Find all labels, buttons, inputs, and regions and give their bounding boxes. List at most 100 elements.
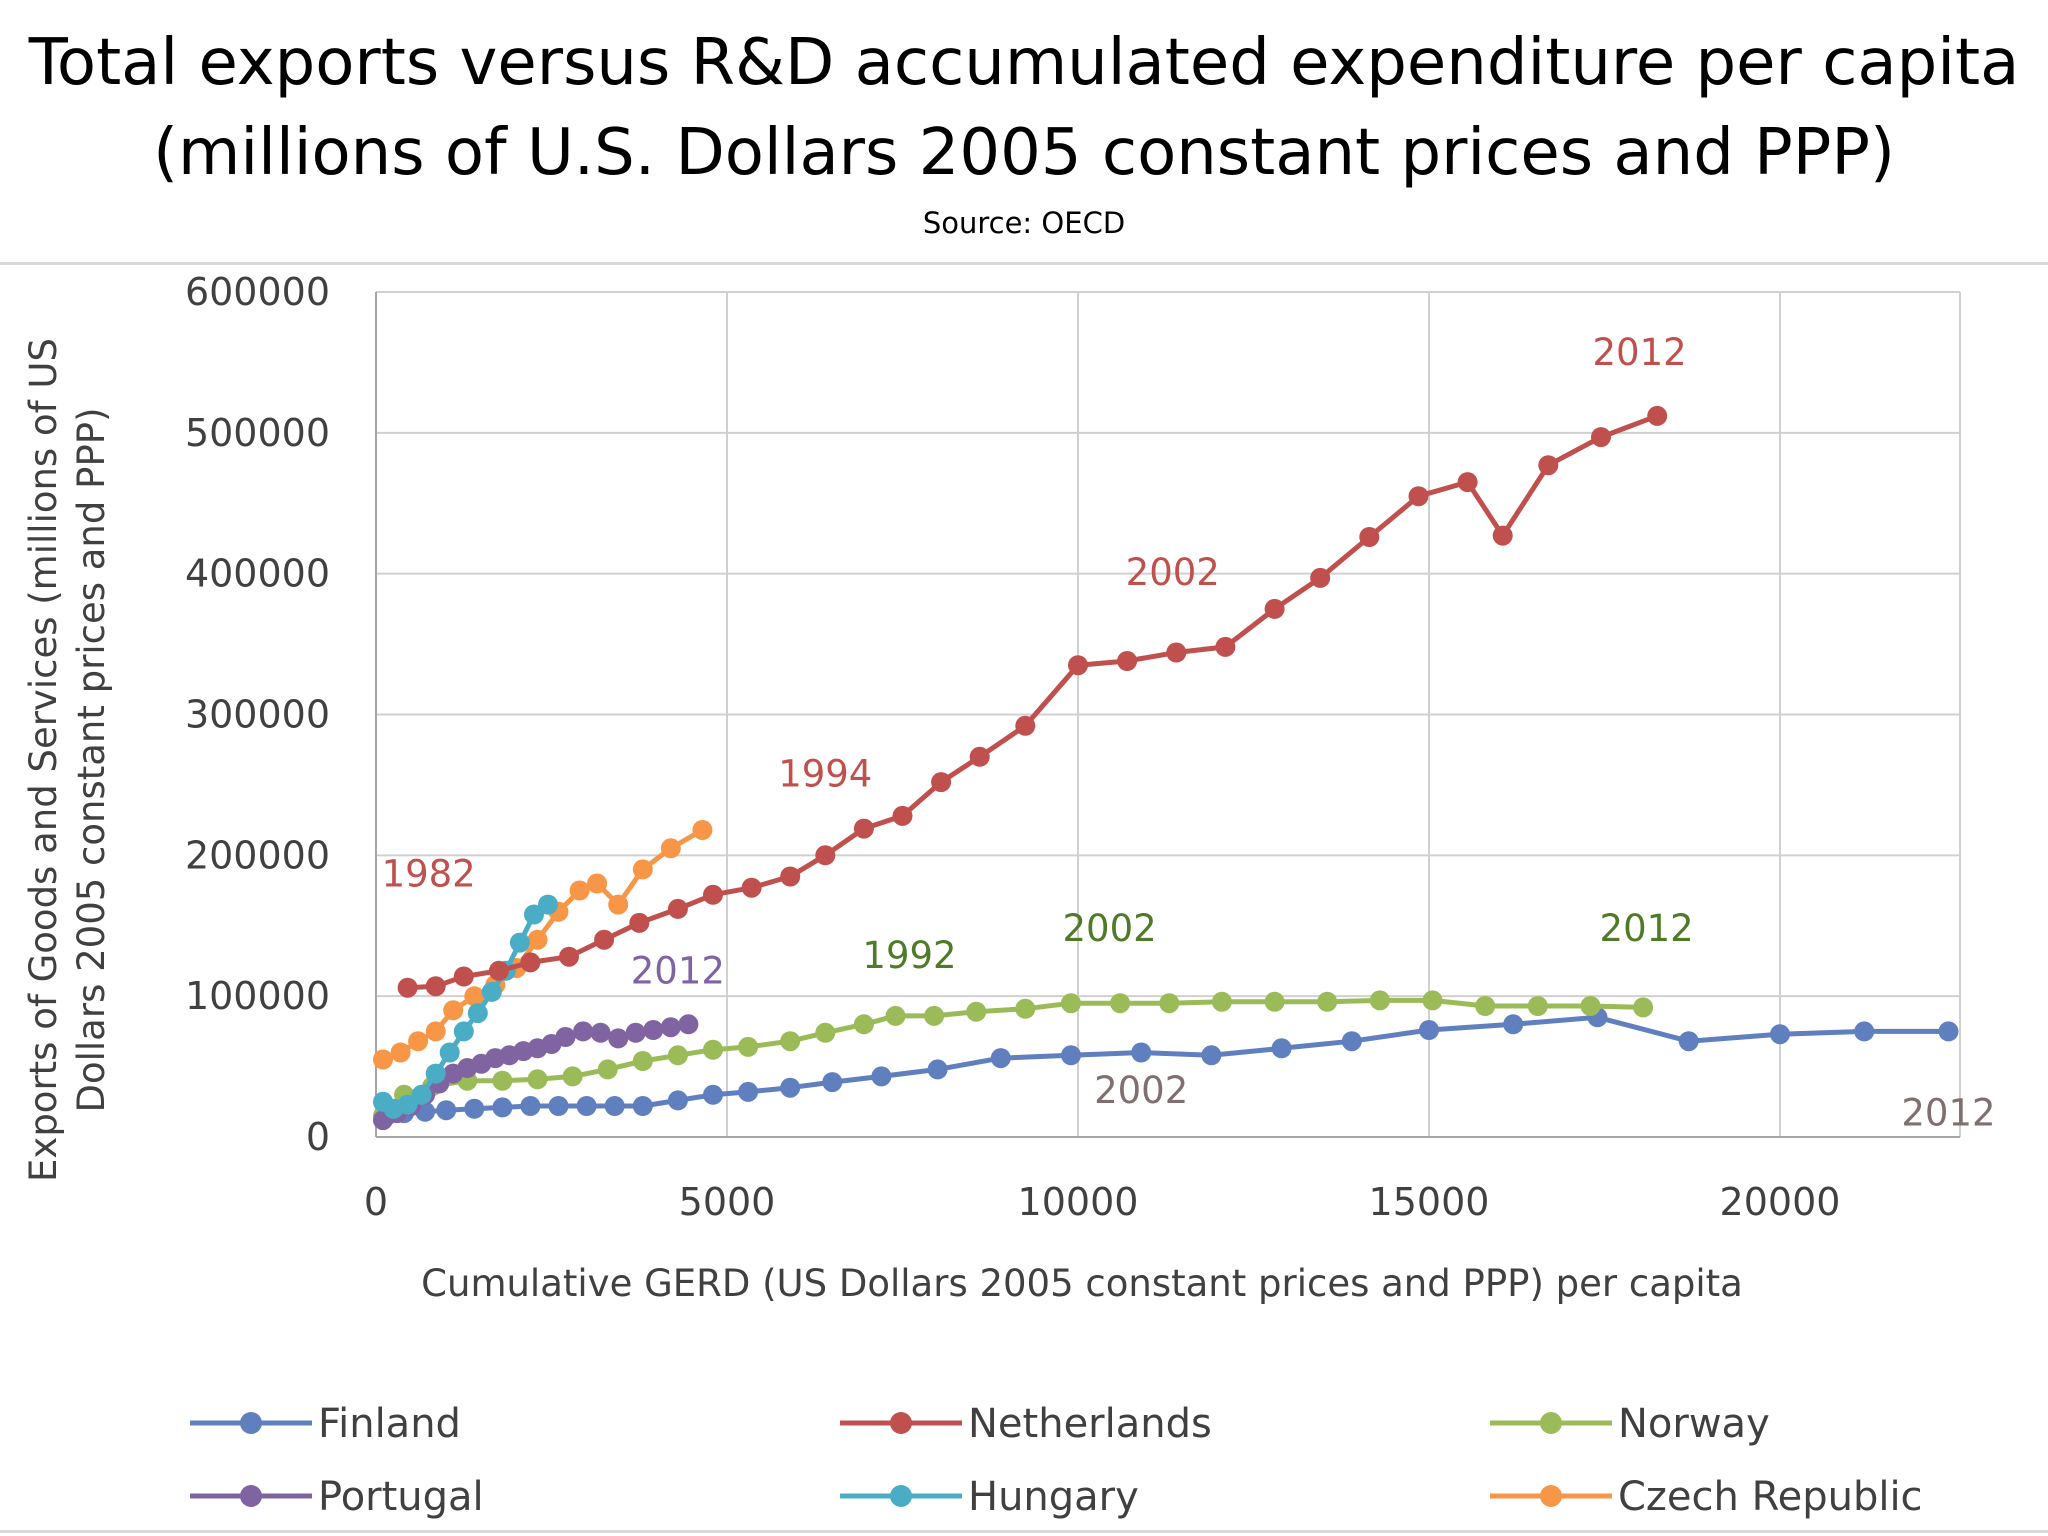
data-point-czech-republic xyxy=(632,859,653,880)
legend-label: Portugal xyxy=(318,1474,484,1520)
x-tick-label: 0 xyxy=(364,1180,388,1224)
data-point-portugal xyxy=(590,1022,611,1043)
y-tick-label: 300000 xyxy=(185,693,330,737)
data-point-netherlands xyxy=(559,946,579,967)
data-point-norway xyxy=(1527,996,1548,1016)
data-point-norway xyxy=(1015,998,1036,1019)
legend-swatch-marker xyxy=(240,1485,262,1507)
y-tick-label: 400000 xyxy=(185,552,330,596)
data-point-finland xyxy=(927,1059,948,1080)
data-point-netherlands xyxy=(1359,527,1380,547)
data-point-norway xyxy=(780,1031,801,1052)
data-point-netherlands xyxy=(892,805,913,826)
data-point-hungary xyxy=(538,894,558,915)
legend-swatch-marker xyxy=(890,1485,912,1507)
data-point-portugal xyxy=(678,1014,699,1035)
data-point-norway xyxy=(562,1066,583,1087)
data-point-norway xyxy=(885,1005,906,1026)
chart-title-line-2: (millions of U.S. Dollars 2005 constant … xyxy=(153,116,1895,190)
x-tick-label: 10000 xyxy=(1018,1180,1139,1224)
data-point-norway xyxy=(527,1069,548,1090)
data-point-netherlands xyxy=(741,877,762,898)
data-point-netherlands xyxy=(453,966,474,987)
data-point-finland xyxy=(1854,1021,1875,1042)
data-point-czech-republic xyxy=(464,986,485,1007)
data-point-norway xyxy=(738,1036,759,1057)
data-point-norway xyxy=(1580,996,1601,1016)
data-point-finland xyxy=(436,1100,457,1121)
data-point-netherlands xyxy=(1457,472,1478,493)
data-point-netherlands xyxy=(1408,486,1429,507)
data-point-finland xyxy=(604,1096,625,1116)
year-annotation: 2012 xyxy=(1593,331,1687,374)
y-tick-label: 100000 xyxy=(185,974,330,1018)
data-point-netherlands xyxy=(397,977,418,998)
x-tick-label: 15000 xyxy=(1369,1180,1490,1224)
y-tick-label: 200000 xyxy=(185,833,330,877)
data-point-finland xyxy=(576,1096,597,1116)
data-point-czech-republic xyxy=(443,1000,464,1021)
chart-title: Total exports versus R&D accumulated exp… xyxy=(0,18,2048,198)
data-point-netherlands xyxy=(815,845,836,866)
data-point-czech-republic xyxy=(390,1042,411,1063)
data-point-finland xyxy=(520,1096,541,1116)
series-line-netherlands xyxy=(407,413,1659,991)
legend-label: Netherlands xyxy=(968,1401,1212,1447)
x-axis-label: Cumulative GERD (US Dollars 2005 constan… xyxy=(421,1262,1743,1305)
data-point-hungary xyxy=(524,904,544,925)
data-point-finland xyxy=(1061,1045,1081,1066)
data-point-hungary xyxy=(411,1084,432,1105)
data-point-norway xyxy=(1633,997,1654,1018)
year-annotation: 1982 xyxy=(382,852,476,895)
data-point-finland xyxy=(548,1096,569,1116)
year-annotation: 2002 xyxy=(1094,1069,1188,1112)
chart-source: Source: OECD xyxy=(922,206,1126,240)
data-point-norway xyxy=(1422,990,1443,1011)
data-point-finland xyxy=(1201,1045,1222,1066)
data-point-czech-republic xyxy=(608,894,629,915)
data-point-netherlands xyxy=(853,818,874,839)
data-point-norway xyxy=(1264,991,1285,1012)
data-point-hungary xyxy=(439,1042,460,1063)
data-point-finland xyxy=(1341,1031,1362,1052)
data-point-netherlands xyxy=(931,772,952,793)
data-point-finland xyxy=(1678,1031,1699,1052)
data-point-norway xyxy=(924,1005,945,1026)
x-tick-label: 5000 xyxy=(679,1180,776,1224)
x-tick-label: 20000 xyxy=(1720,1180,1841,1224)
data-point-norway xyxy=(1369,990,1390,1011)
data-point-netherlands xyxy=(520,952,541,973)
data-point-finland xyxy=(703,1084,723,1105)
legend-item-finland: Finland xyxy=(190,1401,461,1447)
data-point-norway xyxy=(1211,991,1232,1012)
data-point-hungary xyxy=(481,981,502,1002)
data-point-netherlands xyxy=(780,866,801,887)
data-point-netherlands xyxy=(1015,715,1036,736)
legend-label: Norway xyxy=(1618,1401,1770,1447)
data-point-norway xyxy=(853,1014,874,1035)
legend-label: Hungary xyxy=(968,1474,1139,1520)
data-point-netherlands xyxy=(1117,651,1138,671)
legend-label: Czech Republic xyxy=(1618,1474,1923,1520)
year-annotation: 2002 xyxy=(1063,907,1157,950)
legend-item-netherlands: Netherlands xyxy=(840,1401,1212,1447)
data-point-hungary xyxy=(397,1094,418,1115)
data-point-czech-republic xyxy=(373,1049,393,1070)
legend-item-norway: Norway xyxy=(1490,1401,1770,1447)
legend-swatch-marker xyxy=(1540,1412,1562,1434)
data-point-norway xyxy=(1061,993,1081,1014)
data-point-netherlands xyxy=(1647,405,1668,426)
data-point-netherlands xyxy=(1264,598,1285,619)
data-point-finland xyxy=(492,1097,513,1118)
data-point-netherlands xyxy=(629,912,650,933)
data-point-norway xyxy=(815,1022,836,1043)
data-point-netherlands xyxy=(1310,567,1331,588)
year-annotation: 2012 xyxy=(1901,1092,1995,1135)
year-annotation: 1992 xyxy=(862,934,956,977)
legend: Finland Netherlands Norway Portugal Hungary C… xyxy=(190,1401,1923,1520)
data-point-netherlands xyxy=(594,929,615,950)
data-point-netherlands xyxy=(969,746,990,767)
data-point-czech-republic xyxy=(569,880,590,901)
data-point-finland xyxy=(1503,1014,1524,1035)
